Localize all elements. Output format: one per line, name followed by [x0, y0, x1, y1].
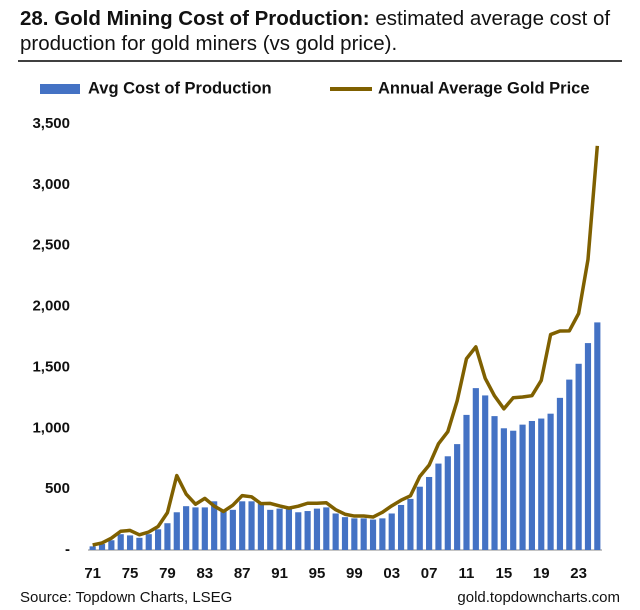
bar: [491, 416, 498, 550]
y-tick-label: 1,000: [32, 419, 70, 436]
y-tick-label: 3,000: [32, 176, 70, 193]
chart-heading: 28. Gold Mining Cost of Production: esti…: [20, 6, 620, 56]
bar: [454, 444, 461, 550]
chart-subtitle: estimated average cost of production for…: [20, 7, 611, 55]
y-tick-label: 1,500: [32, 358, 70, 375]
bar: [360, 518, 367, 550]
bar: [463, 414, 470, 550]
x-tick-label: 75: [122, 565, 139, 582]
bar: [248, 501, 255, 550]
bar: [108, 540, 115, 550]
bar: [332, 513, 339, 550]
bar: [584, 343, 592, 550]
bar: [388, 513, 395, 550]
x-tick-label: 11: [459, 565, 475, 582]
bar: [89, 546, 96, 550]
bar: [145, 534, 152, 550]
x-tick-label: 03: [383, 565, 400, 582]
bar: [379, 518, 386, 550]
website-note: gold.topdowncharts.com: [457, 589, 620, 606]
legend-swatch: [40, 84, 80, 94]
bar: [239, 501, 246, 550]
bar: [295, 512, 302, 550]
legend-label: Annual Average Gold Price: [378, 79, 590, 97]
bar: [267, 509, 274, 550]
x-tick-label: 19: [533, 565, 550, 582]
y-tick-label: -: [65, 541, 70, 558]
bar: [192, 507, 199, 550]
x-tick-label: 95: [309, 565, 326, 582]
bar: [575, 363, 582, 550]
bar: [510, 430, 517, 550]
bar: [229, 509, 236, 550]
y-tick-label: 500: [45, 480, 70, 497]
x-tick-label: 15: [496, 565, 513, 582]
bar: [351, 518, 358, 550]
bar: [566, 379, 573, 550]
bar: [519, 424, 526, 550]
bar: [369, 519, 377, 550]
chart-title: 28. Gold Mining Cost of Production:: [20, 7, 370, 30]
bar: [444, 456, 451, 550]
x-tick-label: 23: [570, 565, 587, 582]
bar: [117, 534, 124, 550]
bar: [426, 476, 433, 550]
bar: [173, 512, 180, 550]
bar: [341, 517, 349, 550]
bar: [500, 428, 507, 550]
bar: [257, 503, 264, 550]
bar: [304, 511, 311, 550]
bar: [472, 388, 479, 550]
bar: [538, 418, 545, 550]
y-tick-label: 3,500: [32, 115, 70, 132]
bar: [547, 413, 554, 550]
bar: [482, 395, 489, 550]
x-tick-label: 71: [84, 565, 101, 582]
x-tick-label: 91: [271, 565, 288, 582]
bar: [407, 498, 414, 550]
y-tick-label: 2,000: [32, 298, 70, 315]
bar: [98, 543, 106, 550]
legend-label: Avg Cost of Production: [88, 79, 272, 97]
bar: [220, 509, 227, 550]
x-tick-label: 83: [196, 565, 213, 582]
source-note: Source: Topdown Charts, LSEG: [20, 589, 232, 606]
bar: [285, 508, 293, 550]
line: [92, 145, 600, 547]
bar: [397, 504, 405, 550]
bar: [276, 508, 283, 550]
x-tick-label: 99: [346, 565, 363, 582]
bar: [323, 507, 330, 550]
bar: [201, 507, 208, 550]
y-tick-label: 2,500: [32, 237, 70, 254]
bar: [528, 420, 535, 550]
bar: [211, 501, 218, 550]
bar: [594, 322, 601, 550]
bar: [416, 486, 423, 550]
bar: [126, 535, 134, 550]
bar: [183, 506, 190, 550]
bar: [556, 397, 564, 550]
bar: [164, 523, 171, 550]
bar: [155, 529, 162, 550]
x-tick-label: 79: [159, 565, 176, 582]
bar: [136, 537, 143, 550]
x-tick-label: 07: [421, 565, 438, 582]
x-tick-label: 87: [234, 565, 251, 582]
bar: [313, 508, 321, 550]
bar: [435, 463, 442, 550]
